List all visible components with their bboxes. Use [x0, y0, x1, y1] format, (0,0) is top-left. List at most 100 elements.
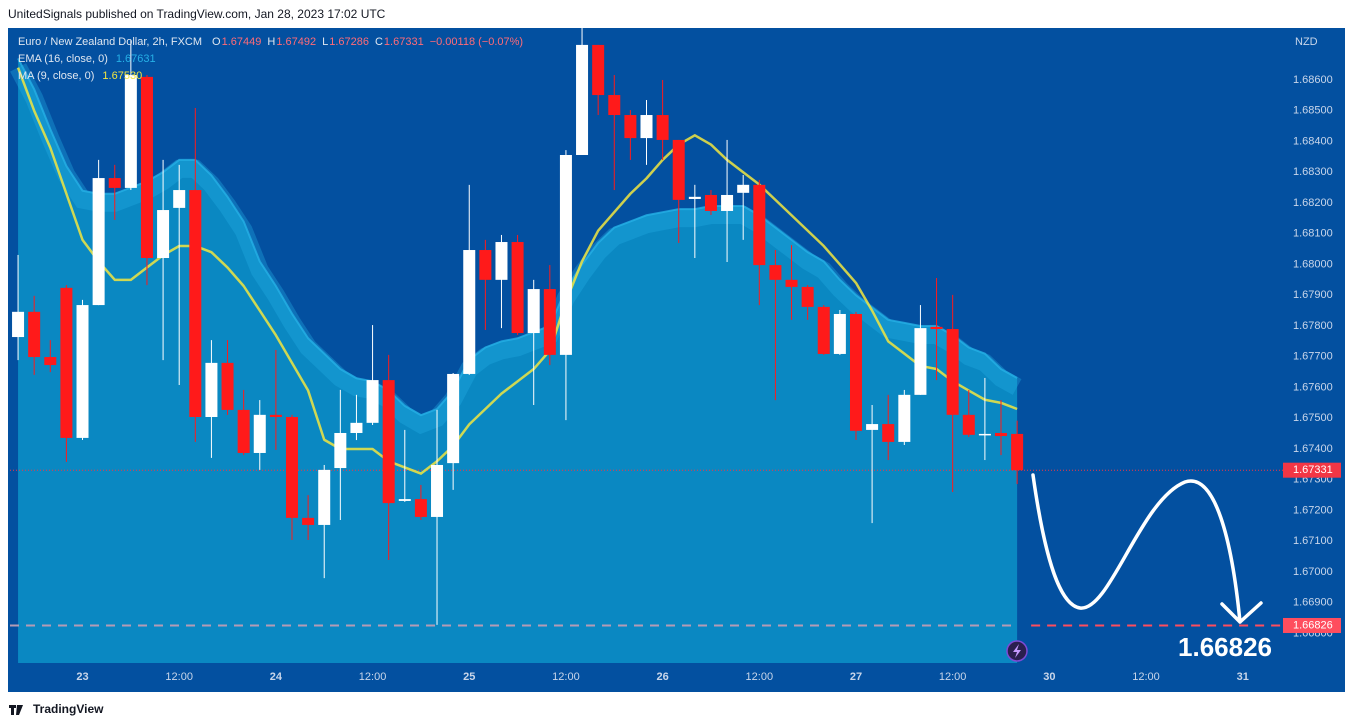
candle-body [318, 469, 331, 525]
currency-label: NZD [1295, 36, 1318, 48]
candle-body [269, 414, 282, 417]
y-tick-label: 1.67800 [1293, 320, 1333, 332]
candle-body [157, 210, 170, 259]
candle-body [930, 326, 943, 330]
candle-body [721, 194, 734, 211]
plot-area [10, 28, 1283, 663]
candle-body [350, 422, 363, 433]
y-tick-label: 1.68300 [1293, 166, 1333, 178]
x-tick-label: 30 [1043, 671, 1055, 683]
candle-body [285, 416, 298, 518]
legend-text: MA (9, close, 0) [18, 70, 94, 82]
candle-body [92, 178, 105, 306]
candle-body [656, 115, 669, 140]
candle-body [334, 432, 347, 469]
candle-body [302, 517, 315, 525]
candle-body [253, 414, 266, 453]
candle-body [205, 362, 218, 417]
candle-body [737, 184, 750, 193]
y-tick-label: 1.67100 [1293, 535, 1333, 547]
legend-text: −0.00118 (−0.07%) [430, 36, 523, 48]
candle-body [124, 75, 137, 188]
candle-body [108, 178, 121, 188]
y-tick-label: 1.68400 [1293, 135, 1333, 147]
candle-body [1011, 433, 1024, 471]
x-tick-label: 12:00 [165, 671, 193, 683]
candle-body [60, 287, 73, 438]
candle-body [995, 432, 1008, 437]
candle-body [898, 394, 911, 442]
x-tick-label: 12:00 [552, 671, 580, 683]
x-tick-label: 12:00 [746, 671, 774, 683]
candle-body [817, 306, 830, 354]
candle-body [962, 414, 975, 435]
last-price-label: 1.67331 [1293, 464, 1333, 476]
forecast-arrow [1031, 473, 1263, 624]
y-tick-label: 1.68000 [1293, 258, 1333, 270]
legend: Euro / New Zealand Dollar, 2h, FXCM O 1.67… [18, 36, 523, 82]
legend-text: EMA (16, close, 0) [18, 53, 108, 65]
candle-body [173, 190, 186, 208]
x-tick-label: 12:00 [359, 671, 387, 683]
alert-bolt [1013, 644, 1021, 658]
candle-body [785, 279, 798, 287]
candle-body [882, 424, 895, 442]
candle-body [140, 76, 153, 259]
candle-body [12, 311, 25, 338]
candle-body [592, 44, 605, 96]
candle-body [914, 328, 927, 395]
x-tick-label: 24 [270, 671, 283, 683]
candle-body [978, 433, 991, 436]
price-axis: 1.68600 1.68500 1.68400 1.68300 1.68200 1.681… [1283, 74, 1341, 639]
candle-body [28, 311, 41, 358]
y-tick-label: 1.67400 [1293, 443, 1333, 455]
x-tick-label: 12:00 [1132, 671, 1160, 683]
y-tick-label: 1.68100 [1293, 228, 1333, 240]
candle-body [672, 139, 685, 200]
legend-text: C [375, 36, 383, 48]
target-badge-label: 1.66826 [1293, 619, 1333, 631]
candle-body [479, 250, 492, 280]
candle-body [189, 190, 202, 417]
x-tick-label: 12:00 [939, 671, 967, 683]
candle-body [640, 115, 653, 139]
y-tick-label: 1.67000 [1293, 566, 1333, 578]
x-tick-label: 26 [656, 671, 668, 683]
candle-body [495, 242, 508, 280]
candle-body [463, 250, 476, 374]
candle-body [849, 313, 862, 431]
candle-body [221, 362, 234, 410]
candle-body [608, 95, 621, 116]
candle-body [866, 424, 879, 430]
candle-body [398, 499, 411, 501]
y-tick-label: 1.67900 [1293, 289, 1333, 301]
ema-glow [10, 63, 1022, 435]
y-tick-label: 1.67500 [1293, 412, 1333, 424]
candle-body [769, 265, 782, 280]
x-tick-label: 23 [76, 671, 88, 683]
brand-name: TradingView [33, 702, 104, 716]
legend-text: 1.67530 [102, 70, 142, 82]
candle-body [688, 196, 701, 199]
legend-text: O [212, 36, 221, 48]
candle-body [431, 464, 444, 517]
ma-line [16, 67, 1018, 475]
x-tick-label: 25 [463, 671, 475, 683]
candle-body [447, 373, 460, 464]
candle-body [511, 242, 524, 334]
y-tick-label: 1.68600 [1293, 74, 1333, 86]
candle-body [576, 44, 589, 155]
x-tick-label: 27 [850, 671, 862, 683]
legend-text: L [322, 36, 328, 48]
candle-body [366, 380, 379, 423]
y-tick-label: 1.66900 [1293, 597, 1333, 609]
candle-body [833, 313, 846, 354]
candle-body [704, 194, 717, 211]
target-badge [1283, 617, 1341, 633]
y-tick-label: 1.67600 [1293, 381, 1333, 393]
last-price-badge [1283, 462, 1341, 478]
brand-logo [9, 705, 23, 715]
candle-body [753, 184, 766, 266]
